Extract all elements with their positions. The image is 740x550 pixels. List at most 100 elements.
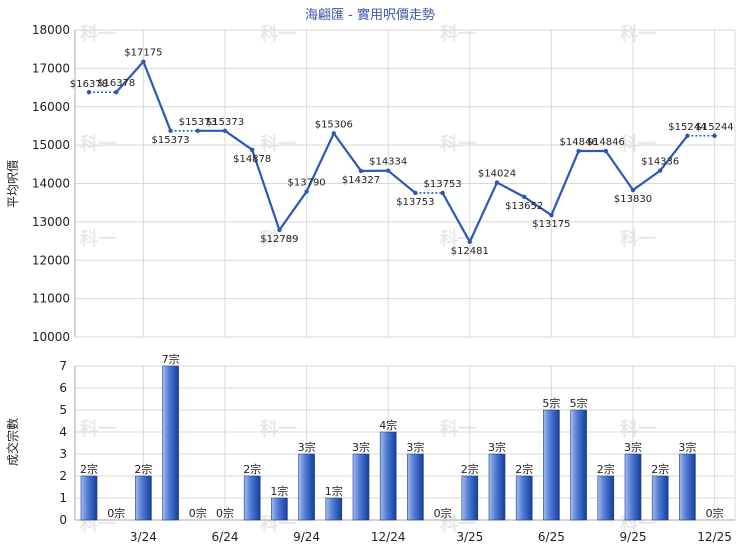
watermark-text: 科一 xyxy=(80,133,116,155)
watermark-text: 科一 xyxy=(80,228,116,250)
bar-y-tick-label: 1 xyxy=(59,491,67,505)
line-point xyxy=(494,180,500,185)
bar-data-label: 2宗 xyxy=(134,462,152,476)
line-point xyxy=(522,194,527,200)
bar xyxy=(80,475,98,521)
line-data-label: $15373 xyxy=(179,117,217,128)
bar-data-label: 2宗 xyxy=(243,462,261,476)
bar xyxy=(243,475,261,521)
bar xyxy=(271,497,288,521)
line-point xyxy=(304,189,309,194)
line-data-label: $12789 xyxy=(260,234,298,245)
line-data-label: $14878 xyxy=(233,154,271,165)
line-y-tick-label: 10000 xyxy=(32,330,70,344)
line-data-label: $12481 xyxy=(451,246,489,257)
bar-y-tick-label: 4 xyxy=(59,425,67,439)
watermark-text: 科一 xyxy=(260,228,296,250)
watermark-text: 科一 xyxy=(620,133,656,155)
watermark-text: 科一 xyxy=(440,23,476,45)
line-segment xyxy=(224,129,253,151)
bar-data-label: 0宗 xyxy=(107,506,125,520)
line-point xyxy=(576,148,581,154)
line-segment xyxy=(305,132,335,193)
bar-data-label: 5宗 xyxy=(542,396,560,410)
line-data-label: $14327 xyxy=(342,175,380,186)
line-point xyxy=(630,187,636,193)
line-data-label: $13175 xyxy=(532,219,570,230)
x-tick-label: 12/25 xyxy=(697,530,732,544)
line-data-label: $16378 xyxy=(97,78,135,89)
watermark-text: 科一 xyxy=(440,228,476,250)
line-point xyxy=(114,90,119,95)
line-data-label: $14024 xyxy=(478,169,516,180)
bar-data-label: 4宗 xyxy=(379,418,397,432)
bar-data-label: 1宗 xyxy=(270,484,288,498)
bar xyxy=(570,409,587,521)
watermark-text: 科一 xyxy=(260,23,296,45)
x-tick-label: 3/25 xyxy=(456,530,483,544)
bar xyxy=(651,475,669,521)
line-data-label: $13652 xyxy=(505,201,543,212)
line-segment xyxy=(632,169,661,191)
line-point xyxy=(712,133,717,138)
bar-data-label: 1宗 xyxy=(325,484,343,498)
x-tick-label: 6/24 xyxy=(212,530,239,544)
line-data-label: $13830 xyxy=(614,194,652,205)
bar-data-label: 0宗 xyxy=(216,506,234,520)
bar-data-label: 3宗 xyxy=(624,440,642,454)
line-point xyxy=(195,128,200,134)
bar xyxy=(379,431,397,521)
bar-data-label: 0宗 xyxy=(189,506,207,520)
bar xyxy=(162,365,179,521)
watermark-text: 科一 xyxy=(260,133,296,155)
line-segment xyxy=(550,150,580,216)
line-point xyxy=(277,227,282,233)
bar-data-label: 3宗 xyxy=(406,440,424,454)
bar xyxy=(407,453,424,521)
line-segment xyxy=(468,182,498,243)
bar-series: 2宗 0宗 2宗 7宗 0宗 0宗 2宗 1宗 3宗 1宗 3宗 4宗 3宗 0宗 2宗 3宗 2宗 5宗 5宗 2宗… xyxy=(80,352,724,521)
watermark-text: 科一 xyxy=(260,418,296,440)
line-data-label: $15373 xyxy=(152,135,190,146)
line-data-label: $15373 xyxy=(206,117,244,128)
line-segment xyxy=(387,169,417,194)
line-segment xyxy=(251,149,281,231)
line-segment xyxy=(659,135,689,172)
line-y-tick-label: 18000 xyxy=(32,23,70,37)
bar-data-label: 0宗 xyxy=(706,506,724,520)
bar-data-label: 3宗 xyxy=(678,440,696,454)
bar xyxy=(352,453,370,521)
line-segment xyxy=(604,150,634,191)
line-data-label: $14846 xyxy=(587,137,625,148)
line-point xyxy=(222,128,228,134)
line-data-label: $16378 xyxy=(70,79,108,90)
line-series: $16378$16378$17175$15373$15373$15373$148… xyxy=(70,48,734,257)
line-point xyxy=(331,131,336,136)
line-data-label: $14846 xyxy=(560,137,598,148)
line-data-label: $13753 xyxy=(424,179,462,190)
bar-y-axis-label: 成交宗數 xyxy=(5,418,20,466)
line-segment xyxy=(115,60,145,93)
line-point xyxy=(467,239,472,244)
line-data-label: $17175 xyxy=(124,48,162,59)
x-tick-label: 6/25 xyxy=(538,530,565,544)
bar xyxy=(135,475,152,521)
line-data-label: $15244 xyxy=(696,122,734,133)
line-point xyxy=(413,190,418,196)
bar-data-label: 3宗 xyxy=(488,440,506,454)
bar-y-tick-label: 6 xyxy=(59,381,67,395)
bar-data-label: 3宗 xyxy=(352,440,370,454)
line-segment xyxy=(142,61,172,132)
line-y-tick-label: 16000 xyxy=(32,100,70,114)
line-data-label: $14334 xyxy=(369,157,407,168)
bar-data-label: 5宗 xyxy=(570,396,588,410)
line-y-tick-label: 13000 xyxy=(32,215,70,229)
watermark-text: 科一 xyxy=(620,418,656,440)
line-segment xyxy=(523,195,553,217)
line-point xyxy=(86,90,92,95)
line-y-tick-label: 17000 xyxy=(32,61,70,75)
x-tick-label: 9/25 xyxy=(620,530,647,544)
line-point xyxy=(658,168,663,173)
